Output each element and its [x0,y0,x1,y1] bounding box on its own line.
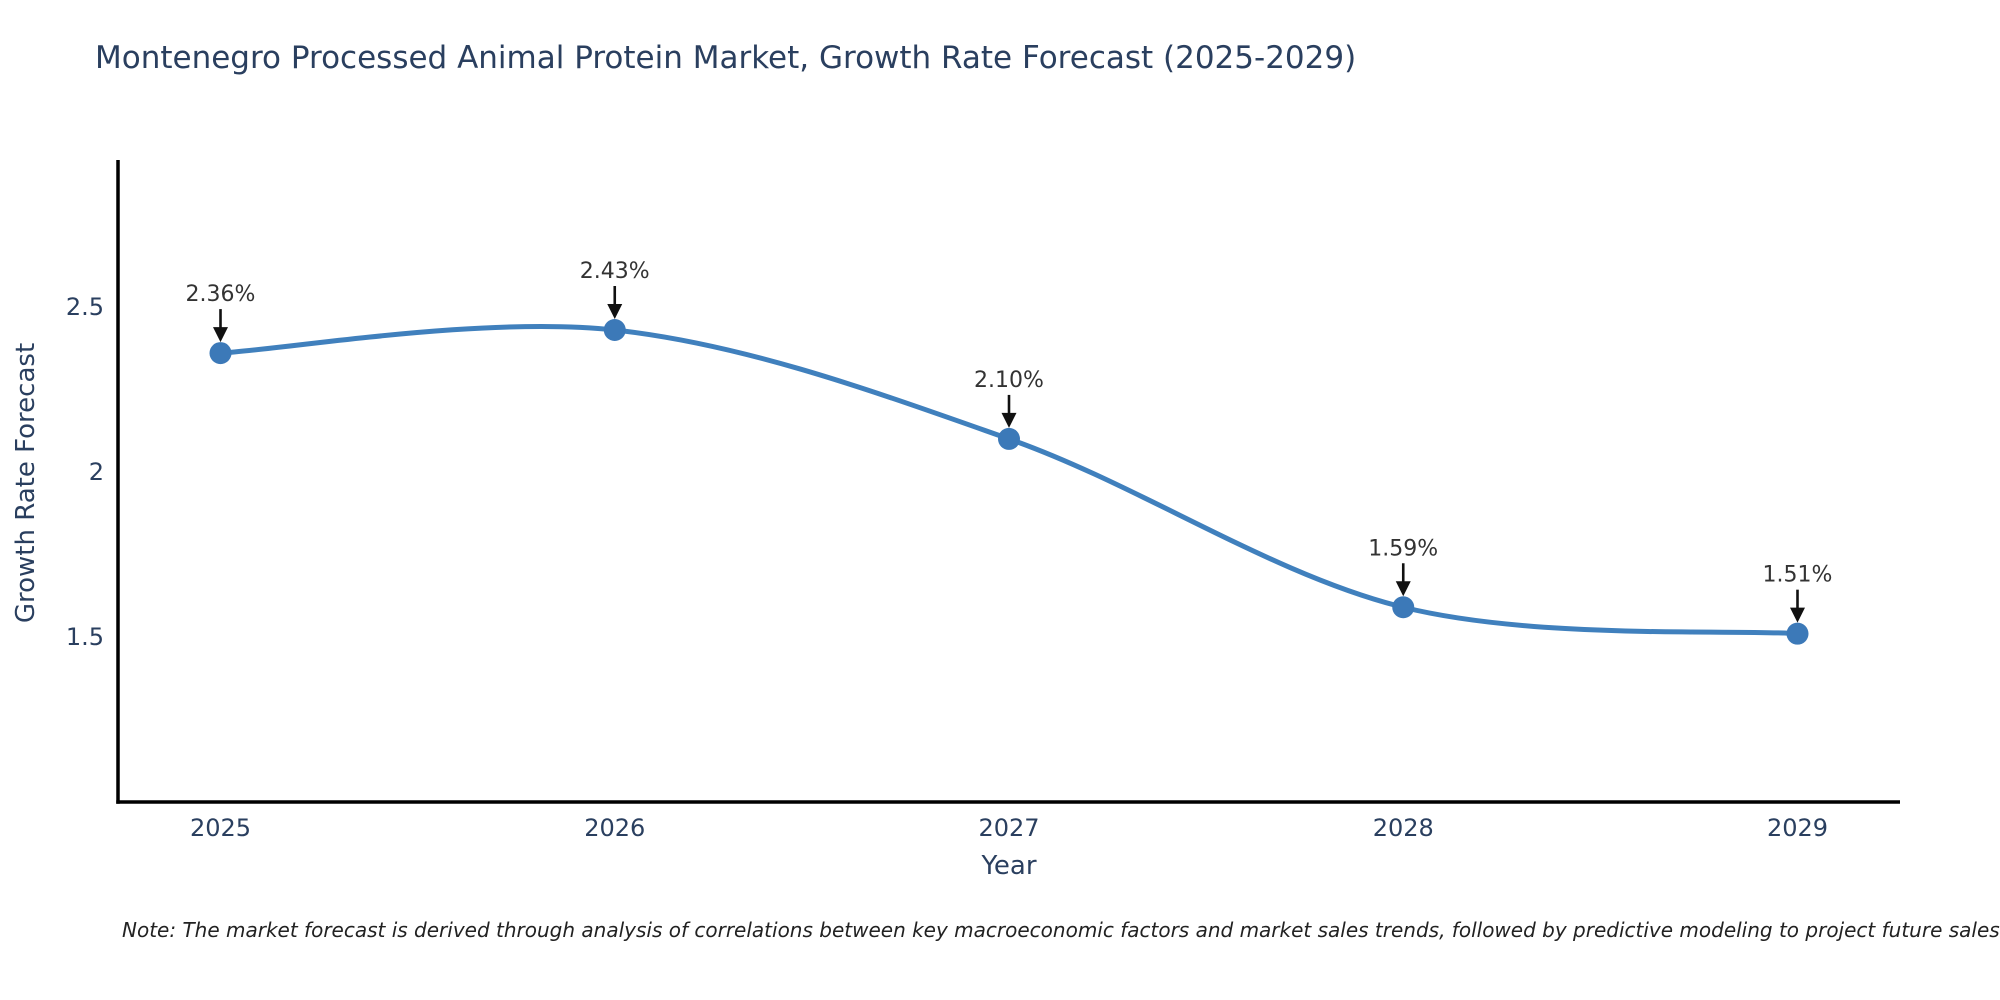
x-tick-label: 2029 [1767,814,1828,842]
data-point-marker-2027 [998,427,1020,450]
annotation-arrowhead [1789,607,1805,623]
annotation-label: 2.10% [974,368,1044,393]
annotation-arrowhead [607,303,623,319]
chart-note: Note: The market forecast is derived thr… [122,918,2000,942]
annotation-arrowhead [1001,412,1017,428]
data-point-marker-2025 [209,342,232,365]
annotation-label: 1.51% [1763,563,1833,588]
x-tick-label: 2025 [190,814,251,842]
y-tick-label: 1.5 [66,623,104,651]
annotation-arrowhead [1395,581,1411,597]
data-point-marker-2029 [1786,622,1809,645]
x-tick-label: 2028 [1373,814,1434,842]
data-point-marker-2026 [603,318,626,341]
y-tick-label: 2 [89,458,104,486]
x-axis-title: Year [981,851,1037,881]
chart-title: Montenegro Processed Animal Protein Mark… [95,40,1357,76]
annotation-label: 2.43% [580,259,650,284]
annotation-label: 1.59% [1368,536,1438,561]
y-tick-label: 2.5 [66,293,104,321]
annotation-arrowhead [213,327,229,343]
data-point-marker-2028 [1392,596,1415,619]
x-tick-label: 2027 [978,814,1039,842]
x-tick-label: 2026 [584,814,645,842]
annotation-label: 2.36% [186,282,256,307]
